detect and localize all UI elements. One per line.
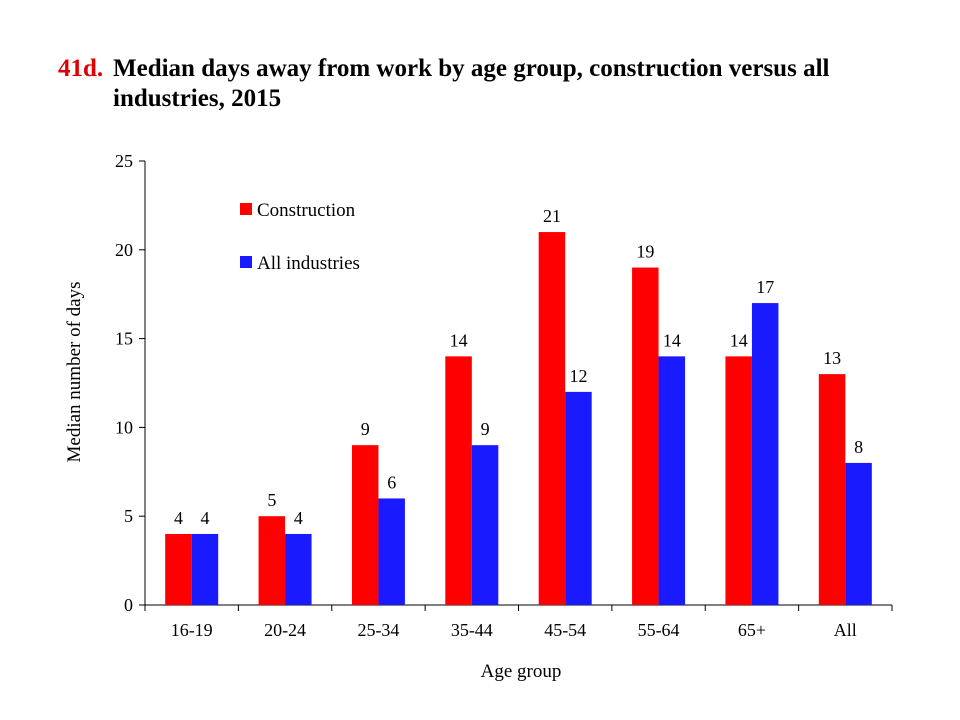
bar-construction: [258, 516, 286, 605]
bar-all-industries: [751, 303, 779, 605]
bar-construction: [632, 267, 659, 605]
y-tick-label: 5: [124, 506, 133, 526]
data-label-all-industries: 12: [569, 366, 587, 386]
data-label-construction: 19: [636, 242, 654, 262]
bar-construction: [351, 445, 379, 605]
data-label-all-industries: 4: [294, 508, 303, 528]
figure-number: 41d.: [58, 55, 104, 82]
x-tick-label: All: [834, 620, 857, 640]
data-label-construction: 21: [543, 206, 561, 226]
x-tick-label: 45-54: [544, 620, 586, 640]
chart-title: Median days away from work by age group,…: [113, 55, 830, 112]
x-tick-label: 20-24: [264, 620, 306, 640]
data-label-all-industries: 9: [481, 419, 490, 439]
y-tick-label: 10: [115, 417, 133, 437]
bar-construction: [725, 356, 752, 605]
x-tick-label: 16-19: [171, 620, 213, 640]
bar-all-industries: [285, 533, 312, 605]
data-label-all-industries: 17: [756, 277, 774, 297]
x-tick-label: 25-34: [357, 620, 399, 640]
legend-swatch-construction: [240, 203, 252, 215]
bar-all-industries: [191, 533, 219, 605]
data-label-construction: 9: [361, 419, 370, 439]
bar-all-industries: [471, 445, 499, 605]
x-tick-label: 65+: [738, 620, 766, 640]
bar-construction: [818, 374, 846, 605]
data-label-construction: 14: [730, 330, 748, 350]
x-tick-label: 35-44: [451, 620, 493, 640]
x-tick-label: 55-64: [638, 620, 680, 640]
data-label-all-industries: 6: [387, 472, 396, 492]
data-label-construction: 14: [450, 330, 468, 350]
y-tick-label: 0: [124, 595, 133, 615]
legend-label-all-industries: All industries: [257, 253, 360, 274]
x-axis-title: Age group: [481, 661, 562, 682]
bar-all-industries: [565, 391, 592, 605]
bar-all-industries: [658, 356, 686, 605]
bar-construction: [165, 533, 192, 605]
y-tick-label: 15: [115, 329, 133, 349]
y-tick-label: 25: [115, 151, 133, 171]
legend-label-construction: Construction: [257, 200, 356, 221]
bar-construction: [445, 356, 472, 605]
data-label-all-industries: 4: [200, 508, 209, 528]
bar-construction: [538, 232, 566, 606]
data-label-all-industries: 8: [854, 437, 863, 457]
data-label-construction: 13: [823, 348, 841, 368]
data-label-construction: 4: [174, 508, 183, 528]
legend-swatch-all-industries: [240, 256, 252, 268]
data-label-construction: 5: [267, 490, 276, 510]
bar-all-industries: [845, 462, 872, 605]
y-axis-title: Median number of days: [64, 282, 85, 463]
y-tick-label: 20: [115, 240, 133, 260]
data-label-all-industries: 14: [663, 330, 681, 350]
bar-all-industries: [378, 498, 405, 605]
